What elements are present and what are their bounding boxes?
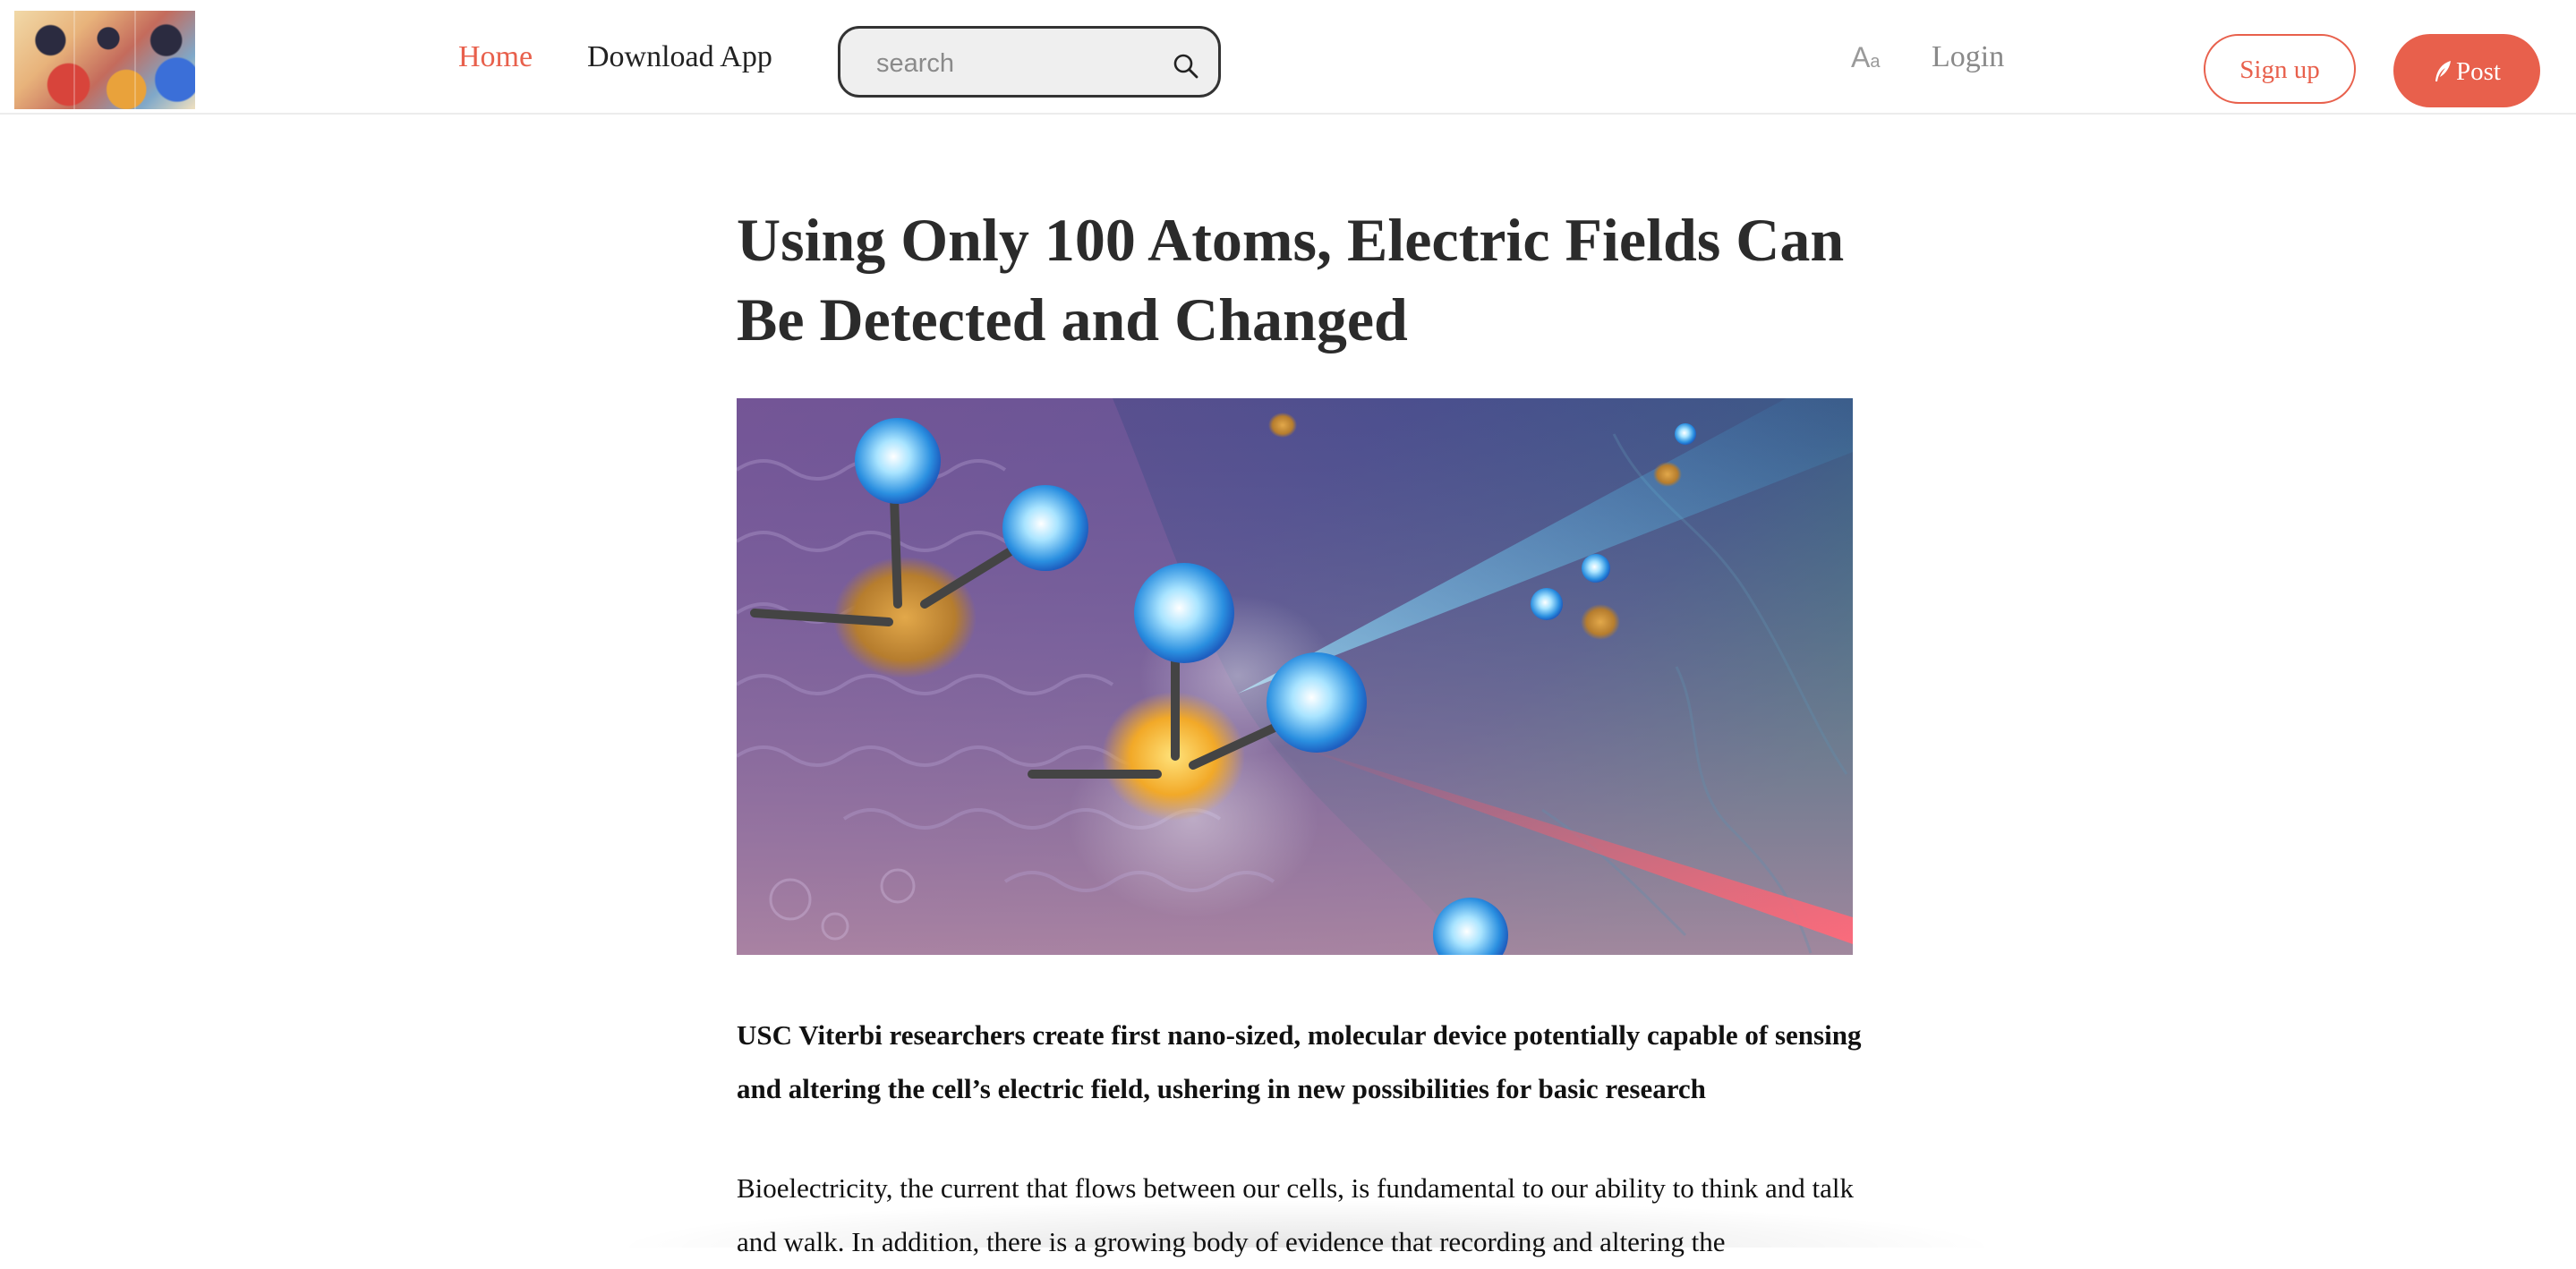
article-subtitle: USC Viterbi researchers create first nan… (737, 1019, 1862, 1104)
font-size-large-glyph: A (1851, 41, 1871, 73)
post-button[interactable]: Post (2393, 34, 2540, 107)
sign-up-button[interactable]: Sign up (2204, 34, 2356, 104)
site-logo[interactable] (14, 11, 195, 109)
article-hero-image (737, 398, 1853, 955)
search-box (838, 26, 1221, 98)
nav-home-link[interactable]: Home (458, 40, 533, 73)
article-title: Using Only 100 Atoms, Electric Fields Ca… (737, 206, 1845, 353)
top-navigation-bar: Home Download App Aa Login Sign up Post (0, 0, 2576, 115)
quill-icon (2433, 38, 2452, 81)
article-body-paragraph: Bioelectricity, the current that flows b… (737, 1172, 1854, 1257)
login-link[interactable]: Login (1932, 40, 2005, 73)
search-icon[interactable] (1172, 52, 1200, 81)
font-size-small-glyph: a (1870, 52, 1881, 72)
search-input[interactable] (874, 45, 1147, 82)
font-size-icon[interactable]: Aa (1851, 41, 1880, 80)
nav-download-app-link[interactable]: Download App (587, 40, 772, 73)
post-button-label: Post (2456, 57, 2501, 86)
